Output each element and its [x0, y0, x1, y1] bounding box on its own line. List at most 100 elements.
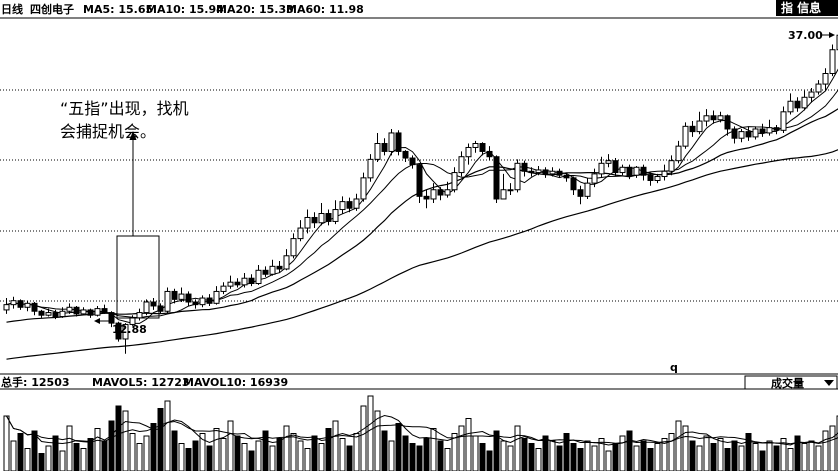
volume-bar — [466, 419, 471, 472]
candle — [186, 294, 191, 302]
candle — [67, 307, 72, 311]
candle — [74, 307, 79, 314]
volume-bar — [102, 441, 107, 471]
volume-bar — [438, 441, 443, 471]
candle — [445, 190, 450, 195]
volume-bar — [39, 454, 44, 472]
mavol5-readout: MAVOL5: 12723 — [92, 376, 190, 389]
candle — [480, 144, 485, 152]
candle — [424, 196, 429, 199]
candle — [95, 309, 100, 316]
candle — [137, 313, 142, 318]
volume-bar — [403, 436, 408, 471]
volume-bar — [676, 421, 681, 471]
candle — [375, 144, 380, 160]
indicator-dropdown[interactable]: 成交量 — [745, 376, 837, 390]
candle — [648, 175, 653, 180]
candle — [466, 147, 471, 156]
candle — [641, 167, 646, 175]
volume-bar — [487, 451, 492, 471]
candle — [256, 270, 261, 283]
candle — [550, 171, 555, 174]
candle — [634, 167, 639, 175]
candle — [725, 116, 730, 129]
volume-bar — [788, 449, 793, 472]
volume-bar — [228, 421, 233, 471]
volume-bar — [606, 451, 611, 471]
volume-bar — [697, 446, 702, 471]
volume-bar — [46, 446, 51, 471]
volume-bar — [144, 436, 149, 471]
volume-bar — [256, 441, 261, 471]
marker-q: q — [670, 361, 678, 374]
info-button-label: 指 信息 — [781, 0, 821, 15]
candle — [207, 298, 212, 303]
volume-bar — [186, 449, 191, 472]
volume-bar — [249, 451, 254, 471]
volume-bar — [67, 426, 72, 471]
volume-bar — [333, 421, 338, 471]
volume-bar — [116, 406, 121, 471]
volume-bar — [592, 446, 597, 471]
volume-bar — [319, 444, 324, 472]
candle — [501, 190, 506, 199]
volume-bar — [571, 444, 576, 472]
high-price-label: 37.00 — [788, 29, 823, 42]
volume-bar — [564, 434, 569, 472]
volume-bar — [515, 426, 520, 471]
candle — [522, 163, 527, 171]
candle — [347, 202, 352, 209]
volume-bar — [298, 441, 303, 471]
volume-bar — [179, 444, 184, 472]
volume-bar — [655, 444, 660, 472]
volume-bar — [809, 441, 814, 471]
candle — [746, 132, 751, 137]
info-button[interactable]: 指 信息 — [776, 0, 838, 16]
volume-bar — [214, 429, 219, 472]
ma60-readout: MA60: 11.98 — [286, 3, 364, 16]
volume-bar — [88, 439, 93, 472]
candle — [557, 171, 562, 175]
candle — [165, 291, 170, 311]
volume-bar — [18, 434, 23, 472]
candle — [109, 313, 114, 324]
volume-bar — [445, 449, 450, 472]
candle — [494, 157, 499, 199]
candle — [235, 282, 240, 285]
volume-bar — [620, 436, 625, 471]
candle — [284, 256, 289, 269]
volume-bar — [585, 441, 590, 471]
candle — [627, 167, 632, 175]
volume-bar — [536, 449, 541, 472]
volume-bar — [669, 434, 674, 472]
volume-bar — [382, 431, 387, 471]
candle — [39, 311, 44, 315]
volume-bar — [417, 446, 422, 471]
volume-bar — [172, 431, 177, 471]
candle — [389, 133, 394, 151]
volume-bar — [501, 441, 506, 471]
annotation-line-2: 会捕捉机会。 — [60, 122, 156, 141]
volume-bar — [165, 401, 170, 471]
volume-bar — [802, 444, 807, 472]
candle — [60, 311, 65, 316]
volume-bar — [557, 446, 562, 471]
volume-bar — [508, 446, 513, 471]
volume-total: 总手: 12503 — [1, 375, 70, 389]
volume-bar — [109, 421, 114, 471]
volume-bars — [4, 396, 838, 471]
volume-bar — [634, 446, 639, 471]
candle — [81, 310, 86, 314]
volume-bar — [25, 449, 30, 472]
candle — [508, 190, 513, 191]
candle — [340, 202, 345, 210]
candle — [774, 128, 779, 131]
candle — [795, 101, 800, 108]
candle — [88, 310, 93, 315]
volume-bar — [718, 439, 723, 472]
candle — [543, 170, 548, 174]
high-marker-arrowhead — [829, 32, 835, 38]
volume-bar — [473, 436, 478, 471]
volume-bar — [522, 439, 527, 472]
volume-bar — [242, 444, 247, 472]
